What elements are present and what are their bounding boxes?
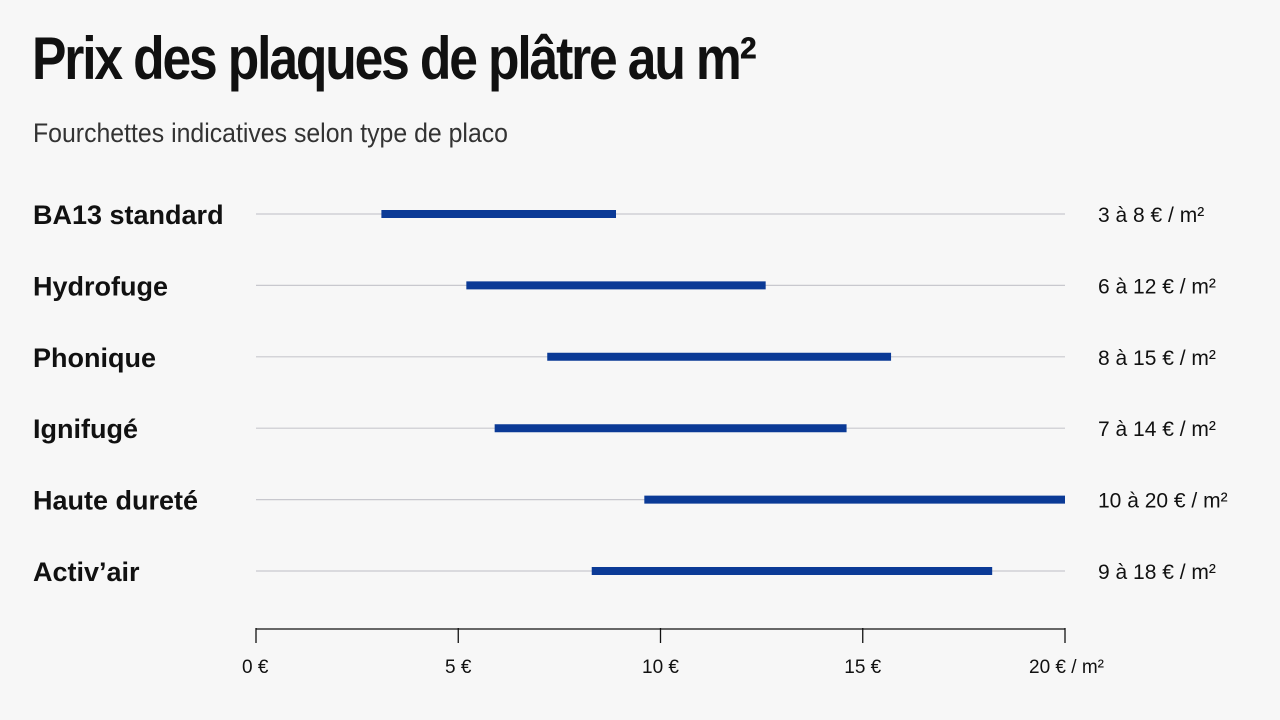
category-label: BA13 standard [33,200,224,230]
range-value-label: 10 à 20 € / m² [1098,490,1228,513]
category-label: Phonique [33,343,156,373]
chart-subtitle: Fourchettes indicatives selon type de pl… [33,118,508,148]
category-label: Hydrofuge [33,271,168,301]
x-tick-label: 0 € [242,657,269,678]
category-label: Ignifugé [33,414,138,444]
range-value-label: 3 à 8 € / m² [1098,204,1204,227]
range-value-label: 7 à 14 € / m² [1098,418,1216,441]
category-label: Haute dureté [33,486,198,516]
range-value-label: 8 à 15 € / m² [1098,347,1216,370]
x-tick-label: 5 € [445,657,472,678]
range-value-label: 9 à 18 € / m² [1098,561,1216,584]
x-tick-label: 15 € [844,657,881,678]
x-tick-label: 20 € / m² [1029,657,1104,678]
x-tick-label: 10 € [642,657,679,678]
category-label: Activ’air [33,557,140,587]
chart-title: Prix des plaques de plâtre au m² [32,25,757,92]
range-value-label: 6 à 12 € / m² [1098,275,1216,298]
